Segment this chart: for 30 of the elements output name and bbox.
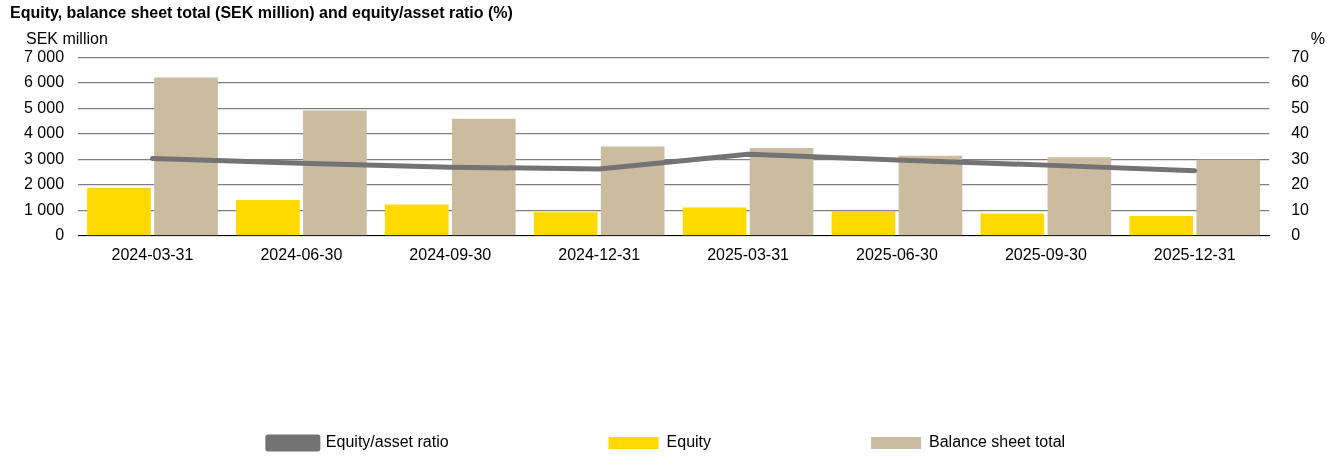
y-tick-label: 3 000 xyxy=(23,149,65,167)
x-tick-label: 2025-12-31 xyxy=(1153,245,1236,263)
y2-tick-label: 10 xyxy=(1291,200,1310,218)
y-tick-label: 6 000 xyxy=(23,73,65,91)
y-tick-label: 2 000 xyxy=(23,175,65,193)
y2-tick-label: 20 xyxy=(1291,175,1310,193)
x-tick-label: 2024-03-31 xyxy=(111,245,194,263)
y-tick-label: 0 xyxy=(55,226,65,244)
y2-tick-label: 70 xyxy=(1291,47,1310,65)
y2-tick-label: 60 xyxy=(1291,73,1310,91)
legend-label: Equity xyxy=(666,433,712,451)
legend-label: Balance sheet total xyxy=(929,433,1066,451)
chart-title: Equity, balance sheet total (SEK million) and equity/asset ratio (%) xyxy=(10,4,513,22)
y2-tick-label: 40 xyxy=(1291,124,1310,142)
x-tick-label: 2025-03-31 xyxy=(707,245,790,263)
x-tick-label: 2025-06-30 xyxy=(856,245,938,263)
y-tick-label: 4 000 xyxy=(23,124,65,142)
x-tick-label: 2024-06-30 xyxy=(260,245,343,263)
y-tick-label: 1 000 xyxy=(23,200,65,218)
y2-tick-label: 0 xyxy=(1291,226,1301,244)
y-tick-label: 5 000 xyxy=(23,98,65,116)
y2-axis-title: % xyxy=(1310,29,1325,47)
y-axis-title: SEK million xyxy=(26,29,108,47)
x-tick-label: 2024-09-30 xyxy=(409,245,492,263)
x-tick-label: 2024-12-31 xyxy=(558,245,641,263)
legend-label: Equity/asset ratio xyxy=(325,433,449,451)
y2-tick-label: 50 xyxy=(1291,98,1310,116)
x-tick-label: 2025-09-30 xyxy=(1004,245,1087,263)
y2-tick-label: 30 xyxy=(1291,149,1310,167)
y-tick-label: 7 000 xyxy=(23,47,65,65)
